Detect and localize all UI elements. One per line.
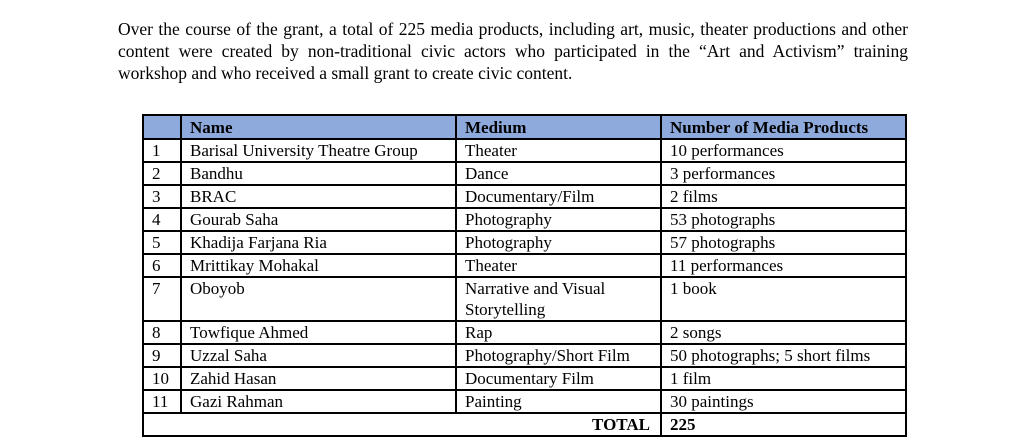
table-row: 11 Gazi Rahman Painting 30 paintings <box>142 389 907 414</box>
table-row: 8 Towfique Ahmed Rap 2 songs <box>142 320 907 345</box>
row-number-cell: 6 <box>142 253 182 278</box>
products-cell: 2 songs <box>660 320 907 345</box>
products-cell: 1 film <box>660 366 907 391</box>
name-cell: Khadija Farjana Ria <box>180 230 457 255</box>
total-label-cell: TOTAL <box>142 412 662 437</box>
medium-cell: Photography <box>455 230 662 255</box>
row-number-cell: 1 <box>142 138 182 163</box>
header-number-cell <box>142 114 182 140</box>
products-cell: 53 photographs <box>660 207 907 232</box>
name-cell: Mrittikay Mohakal <box>180 253 457 278</box>
products-cell: 3 performances <box>660 161 907 186</box>
row-number-cell: 4 <box>142 207 182 232</box>
medium-cell: Painting <box>455 389 662 414</box>
table-row: 6 Mrittikay Mohakal Theater 11 performan… <box>142 253 907 278</box>
name-cell: Barisal University Theatre Group <box>180 138 457 163</box>
medium-cell: Theater <box>455 253 662 278</box>
table-row: 10 Zahid Hasan Documentary Film 1 film <box>142 366 907 391</box>
row-number-cell: 3 <box>142 184 182 209</box>
header-products: Number of Media Products <box>660 114 907 140</box>
table-total-row: TOTAL 225 <box>142 412 907 437</box>
table-header-row: Name Medium Number of Media Products <box>142 114 907 140</box>
header-name: Name <box>180 114 457 140</box>
name-cell: Uzzal Saha <box>180 343 457 368</box>
products-cell: 11 performances <box>660 253 907 278</box>
products-cell: 2 films <box>660 184 907 209</box>
table-row: 2 Bandhu Dance 3 performances <box>142 161 907 186</box>
row-number-cell: 8 <box>142 320 182 345</box>
medium-cell: Theater <box>455 138 662 163</box>
table-row: 3 BRAC Documentary/Film 2 films <box>142 184 907 209</box>
table-row: 1 Barisal University Theatre Group Theat… <box>142 138 907 163</box>
intro-paragraph: Over the course of the grant, a total of… <box>118 19 908 83</box>
row-number-cell: 9 <box>142 343 182 368</box>
medium-cell: Photography/Short Film <box>455 343 662 368</box>
table-row: 9 Uzzal Saha Photography/Short Film 50 p… <box>142 343 907 368</box>
name-cell: Gourab Saha <box>180 207 457 232</box>
products-cell: 50 photographs; 5 short films <box>660 343 907 368</box>
row-number-cell: 7 <box>142 276 182 322</box>
row-number-cell: 2 <box>142 161 182 186</box>
medium-cell: Dance <box>455 161 662 186</box>
total-value-cell: 225 <box>660 412 907 437</box>
row-number-cell: 11 <box>142 389 182 414</box>
products-cell: 57 photographs <box>660 230 907 255</box>
name-cell: Towfique Ahmed <box>180 320 457 345</box>
medium-cell: Documentary/Film <box>455 184 662 209</box>
table-row: 4 Gourab Saha Photography 53 photographs <box>142 207 907 232</box>
table-row: 7 Oboyob Narrative and Visual Storytelli… <box>142 276 907 322</box>
medium-cell: Rap <box>455 320 662 345</box>
name-cell: BRAC <box>180 184 457 209</box>
table-row: 5 Khadija Farjana Ria Photography 57 pho… <box>142 230 907 255</box>
name-cell: Oboyob <box>180 276 457 322</box>
products-cell: 10 performances <box>660 138 907 163</box>
media-products-table: Name Medium Number of Media Products 1 B… <box>142 114 907 437</box>
medium-cell: Narrative and Visual Storytelling <box>455 276 662 322</box>
products-cell: 1 book <box>660 276 907 322</box>
name-cell: Zahid Hasan <box>180 366 457 391</box>
medium-cell: Documentary Film <box>455 366 662 391</box>
products-cell: 30 paintings <box>660 389 907 414</box>
medium-cell: Photography <box>455 207 662 232</box>
name-cell: Bandhu <box>180 161 457 186</box>
name-cell: Gazi Rahman <box>180 389 457 414</box>
header-medium: Medium <box>455 114 662 140</box>
row-number-cell: 10 <box>142 366 182 391</box>
row-number-cell: 5 <box>142 230 182 255</box>
